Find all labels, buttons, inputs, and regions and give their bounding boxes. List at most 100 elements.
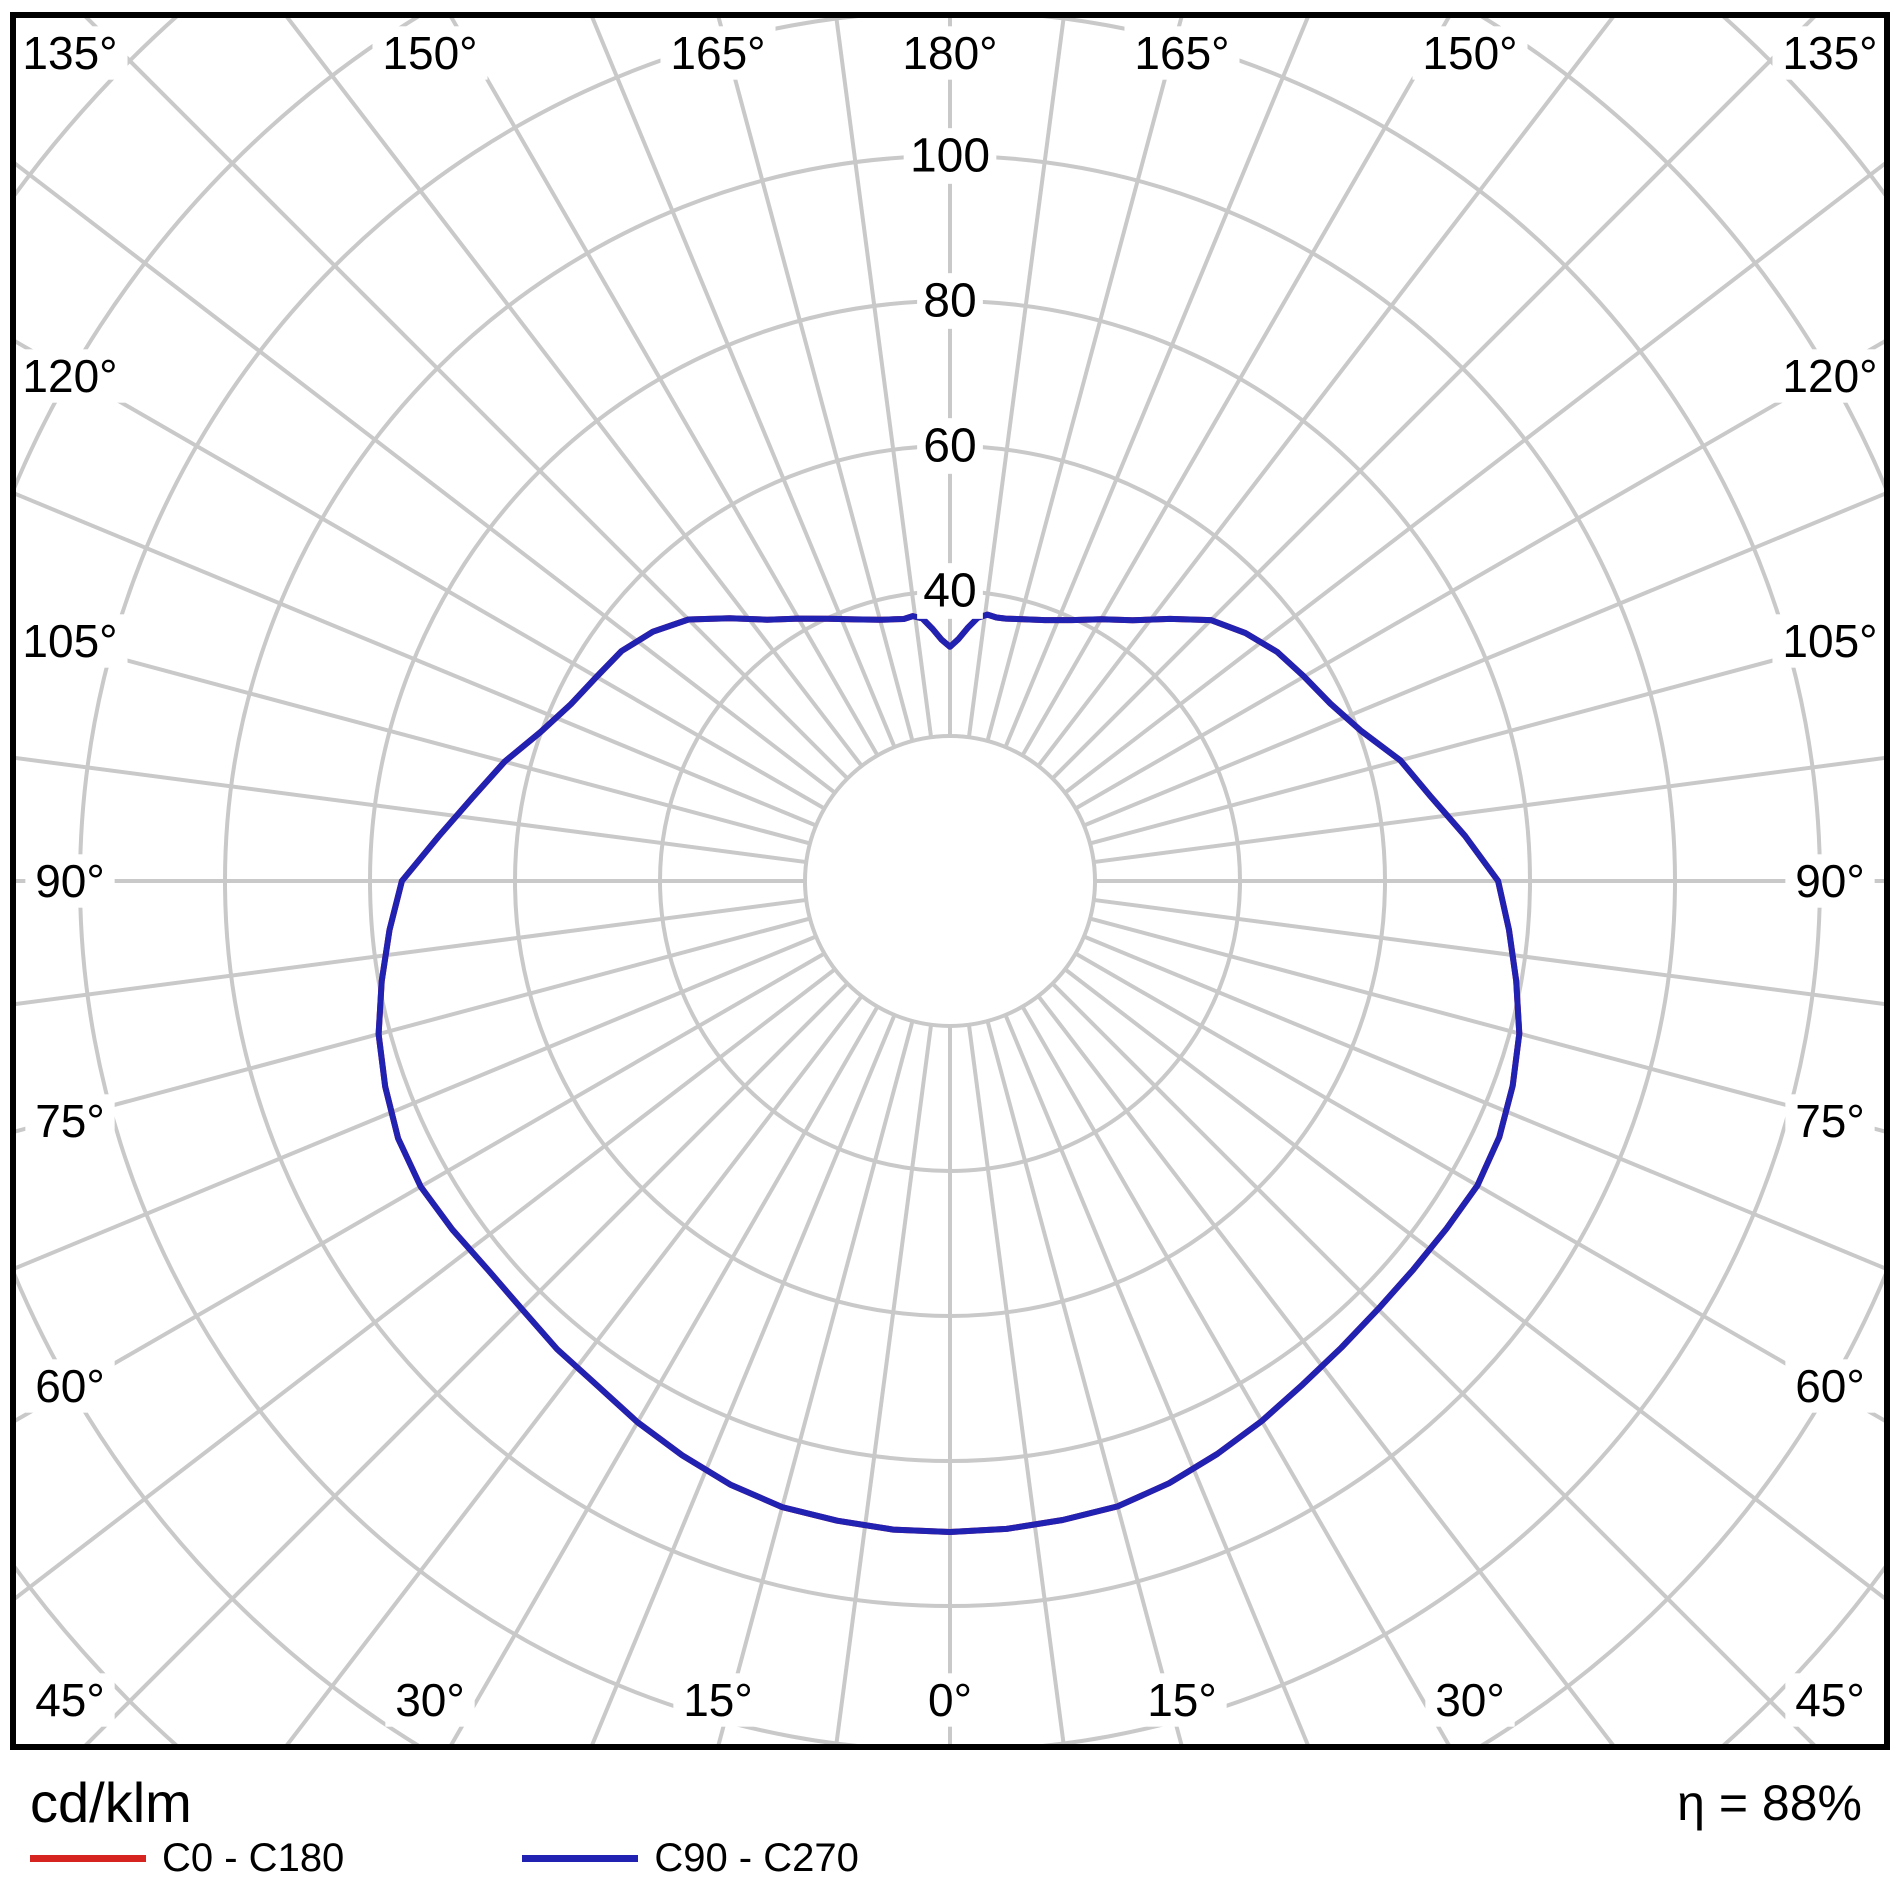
legend-swatch-red xyxy=(30,1854,146,1862)
grid-spoke xyxy=(447,1005,880,1747)
angle-label-top-3: 180° xyxy=(902,27,997,79)
radial-tick-label-40-bg xyxy=(917,563,983,619)
angle-label-bottom-1-bg xyxy=(385,1673,475,1727)
grid-spoke xyxy=(589,1014,897,1747)
grid-spoke xyxy=(833,1024,934,1747)
angle-label-left-2: 90° xyxy=(35,855,105,907)
legend: C0 - C180 C90 - C270 xyxy=(30,1828,1130,1888)
grid-spoke xyxy=(1089,916,1887,1135)
angle-label-top-0: 135° xyxy=(22,27,117,79)
angle-label-bottom-0-bg xyxy=(25,1673,115,1727)
angle-label-left-3: 75° xyxy=(35,1095,105,1147)
angle-label-right-1-bg xyxy=(1772,614,1887,668)
grid-spoke xyxy=(13,916,811,1135)
angle-label-left-3-bg xyxy=(25,1094,115,1148)
legend-item-c90-c270: C90 - C270 xyxy=(522,1836,859,1881)
angle-label-left-1-bg xyxy=(13,614,128,668)
grid-spoke xyxy=(1093,755,1887,865)
grid-spoke xyxy=(715,1020,915,1747)
grid-spoke xyxy=(1036,15,1618,768)
angle-label-left-0-bg xyxy=(13,349,128,403)
plot-border xyxy=(10,12,1890,1750)
angle-label-left-4: 60° xyxy=(35,1360,105,1412)
grid-spoke xyxy=(1003,15,1311,748)
angle-label-top-6-bg xyxy=(1772,26,1887,80)
legend-label-c90-c270: C90 - C270 xyxy=(654,1835,859,1880)
angle-label-right-3: 75° xyxy=(1795,1095,1865,1147)
angle-label-bottom-6-bg xyxy=(1785,1673,1875,1727)
angle-label-right-2-bg xyxy=(1785,854,1875,908)
angle-label-bottom-0: 45° xyxy=(35,1674,105,1726)
grid-spoke xyxy=(1020,1005,1453,1747)
grid-spoke xyxy=(13,490,817,828)
grid-spoke xyxy=(1020,15,1453,757)
grid-spoke xyxy=(81,982,849,1747)
grid-spoke xyxy=(589,15,897,748)
angle-label-left-2-bg xyxy=(25,854,115,908)
grid-spoke xyxy=(1063,159,1887,795)
grid-spoke xyxy=(13,755,807,865)
grid-spoke xyxy=(447,15,880,757)
radial-tick-label-100: 100 xyxy=(910,130,990,183)
grid-spoke xyxy=(1083,934,1887,1272)
grid-spoke xyxy=(1074,951,1887,1425)
grid-spoke xyxy=(1089,627,1887,846)
angle-label-left-1: 105° xyxy=(22,615,117,667)
angle-label-top-6: 135° xyxy=(1782,27,1877,79)
grid-spoke xyxy=(81,15,849,780)
angle-label-left-0: 120° xyxy=(22,350,117,402)
radial-tick-label-80-bg xyxy=(917,273,983,329)
angle-label-bottom-4: 15° xyxy=(1147,1674,1217,1726)
angle-label-right-4-bg xyxy=(1785,1359,1875,1413)
angle-label-bottom-2-bg xyxy=(673,1673,763,1727)
angle-label-bottom-3-bg xyxy=(918,1673,982,1727)
grid-spoke xyxy=(966,15,1067,738)
radial-tick-label-60-bg xyxy=(917,418,983,474)
angle-label-top-1: 150° xyxy=(382,27,477,79)
angle-label-bottom-4-bg xyxy=(1137,1673,1227,1727)
efficiency-label: η = 88% xyxy=(1677,1775,1862,1831)
angle-label-top-1-bg xyxy=(372,26,488,80)
angle-label-top-2-bg xyxy=(660,26,776,80)
grid-spoke xyxy=(282,15,864,768)
angle-label-left-4-bg xyxy=(25,1359,115,1413)
angle-label-top-3-bg xyxy=(892,26,1008,80)
curve-c90-c270 xyxy=(375,611,1523,1535)
grid-spoke xyxy=(1093,897,1887,1007)
grid-spoke xyxy=(833,15,934,738)
grid-spoke xyxy=(966,1024,1067,1747)
grid-spoke xyxy=(715,15,915,742)
legend-item-c0-c180: C0 - C180 xyxy=(30,1836,344,1881)
angle-label-bottom-5-bg xyxy=(1425,1673,1515,1727)
angle-label-bottom-1: 30° xyxy=(395,1674,465,1726)
angle-label-bottom-6: 45° xyxy=(1795,1674,1865,1726)
grid-spoke xyxy=(985,15,1185,742)
grid-spoke xyxy=(13,934,817,1272)
grid-spoke xyxy=(1051,15,1819,780)
grid-spoke xyxy=(1083,490,1887,828)
grid-spoke xyxy=(1074,337,1887,811)
grid-spoke xyxy=(282,994,864,1747)
legend-swatch-blue xyxy=(522,1854,639,1862)
angle-label-top-0-bg xyxy=(13,26,128,80)
angle-label-top-4: 165° xyxy=(1134,27,1229,79)
grid-spoke xyxy=(1051,982,1819,1747)
angle-label-bottom-2: 15° xyxy=(683,1674,753,1726)
grid-spoke xyxy=(13,159,837,795)
grid-spoke xyxy=(13,951,826,1425)
angle-label-bottom-5: 30° xyxy=(1435,1674,1505,1726)
angle-label-right-1: 105° xyxy=(1782,615,1877,667)
radial-tick-label-100-bg xyxy=(903,128,997,184)
angle-label-right-2: 90° xyxy=(1795,855,1865,907)
angle-label-right-0: 120° xyxy=(1782,350,1877,402)
legend-label-c0-c180: C0 - C180 xyxy=(162,1835,345,1880)
angle-label-right-0-bg xyxy=(1772,349,1887,403)
angle-label-top-5: 150° xyxy=(1422,27,1517,79)
angle-label-top-2: 165° xyxy=(670,27,765,79)
unit-label: cd/klm xyxy=(30,1771,192,1834)
angle-label-right-4: 60° xyxy=(1795,1360,1865,1412)
radial-tick-label-80: 80 xyxy=(923,275,976,328)
grid-spoke xyxy=(1063,967,1887,1603)
